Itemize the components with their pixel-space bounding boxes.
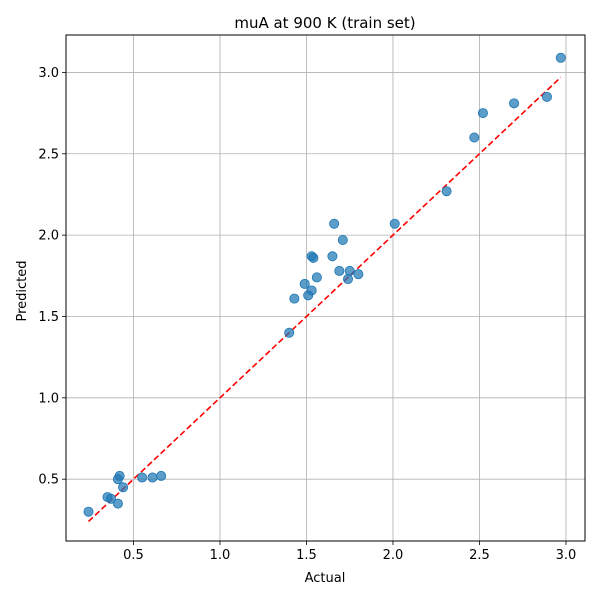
x-tick-label: 0.5 bbox=[123, 548, 144, 563]
data-point bbox=[509, 98, 520, 109]
data-point bbox=[555, 52, 566, 63]
data-point bbox=[334, 265, 345, 276]
data-point bbox=[541, 91, 552, 102]
chart-title: muA at 900 K (train set) bbox=[234, 14, 415, 32]
grid bbox=[66, 35, 585, 541]
data-point bbox=[477, 108, 488, 119]
data-point bbox=[308, 252, 319, 263]
data-point bbox=[329, 218, 340, 229]
data-point bbox=[147, 472, 158, 483]
data-point bbox=[114, 470, 125, 481]
x-axis-ticks: 0.5 1.0 1.5 2.0 2.5 3.0 bbox=[123, 541, 576, 563]
y-axis-label: Predicted bbox=[15, 260, 30, 321]
data-point bbox=[112, 498, 123, 509]
data-point bbox=[83, 506, 94, 517]
data-points bbox=[83, 52, 566, 517]
x-tick-label: 3.0 bbox=[556, 548, 577, 563]
data-point bbox=[342, 274, 353, 285]
reference-line bbox=[87, 76, 562, 523]
data-point bbox=[284, 327, 295, 338]
data-point bbox=[299, 278, 310, 289]
data-point bbox=[156, 470, 167, 481]
x-tick-label: 2.0 bbox=[383, 548, 404, 563]
y-tick-label: 2.5 bbox=[38, 147, 59, 162]
data-point bbox=[389, 218, 400, 229]
data-point bbox=[353, 269, 364, 280]
x-tick-label: 1.5 bbox=[296, 548, 317, 563]
y-tick-label: 2.0 bbox=[38, 229, 59, 244]
reference-line-group bbox=[87, 76, 562, 523]
y-axis-ticks: 0.5 1.0 1.5 2.0 2.5 3.0 bbox=[38, 66, 66, 488]
y-tick-label: 1.5 bbox=[38, 310, 59, 325]
data-point bbox=[337, 235, 348, 246]
data-point bbox=[469, 132, 480, 143]
data-point bbox=[441, 186, 452, 197]
data-point bbox=[311, 272, 322, 283]
data-point bbox=[327, 251, 338, 262]
data-point bbox=[137, 472, 148, 483]
y-tick-label: 3.0 bbox=[38, 66, 59, 81]
data-point bbox=[105, 493, 116, 504]
x-tick-label: 1.0 bbox=[210, 548, 231, 563]
plot-frame bbox=[65, 34, 586, 542]
data-point bbox=[344, 265, 355, 276]
data-point bbox=[306, 285, 317, 296]
y-tick-label: 1.0 bbox=[38, 391, 59, 406]
x-axis-label: Actual bbox=[305, 571, 346, 586]
y-tick-label: 0.5 bbox=[38, 473, 59, 488]
data-point bbox=[118, 482, 129, 493]
data-point bbox=[289, 293, 300, 304]
x-tick-label: 2.5 bbox=[469, 548, 490, 563]
